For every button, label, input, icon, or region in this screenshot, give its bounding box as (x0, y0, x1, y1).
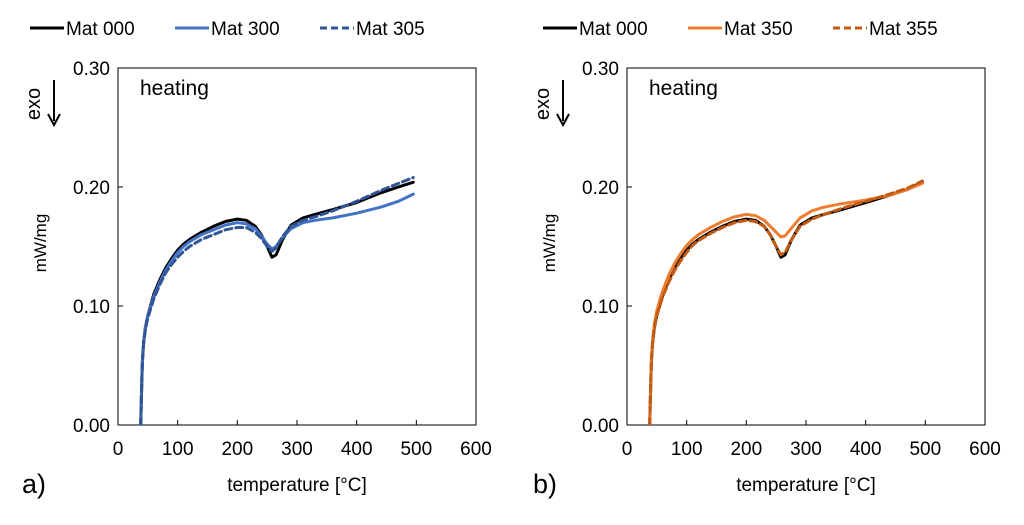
legend-label: Mat 305 (356, 19, 425, 40)
exo-label: exo (532, 88, 554, 120)
exo-arrow-head (556, 113, 570, 128)
x-tick-label: 500 (400, 439, 432, 460)
legend-label: Mat 000 (579, 19, 648, 40)
legend: Mat 000 Mat 350 Mat 355 (543, 19, 938, 40)
x-tick-label: 100 (671, 439, 703, 460)
exo-arrow-head (47, 113, 61, 128)
y-tick-label: 0.20 (582, 178, 619, 199)
x-axis-title: temperature [°C] (227, 475, 367, 496)
x-tick-label: 400 (341, 439, 373, 460)
y-tick-label: 0.00 (582, 416, 619, 437)
chart-panel-b: Mat 000 Mat 350 Mat 355 0.00 0.10 0.20 0.30 0 10… (532, 19, 1001, 499)
x-tick-label: 0 (622, 439, 633, 460)
series-line-mat-350 (648, 181, 924, 425)
y-axis-title: mW/mg (540, 214, 559, 273)
x-tick-label: 600 (969, 439, 1001, 460)
heating-annotation: heating (140, 77, 209, 100)
x-tick-label: 300 (281, 439, 313, 460)
exo-label: exo (23, 88, 45, 120)
x-tick-label: 200 (221, 439, 253, 460)
x-tick-label: 100 (162, 439, 194, 460)
y-tick-label: 0.30 (73, 59, 110, 80)
x-tick-label: 200 (730, 439, 762, 460)
chart-panel-a: Mat 000 Mat 300 Mat 305 0.00 0.10 0.20 0.30 0 10… (22, 19, 492, 499)
legend-label: Mat 000 (66, 19, 135, 40)
panel-label: b) (533, 469, 557, 499)
series-line-mat-000 (648, 180, 924, 425)
panel-label: a) (22, 469, 46, 499)
y-tick-label: 0.10 (582, 297, 619, 318)
x-tick-label: 400 (850, 439, 882, 460)
legend: Mat 000 Mat 300 Mat 305 (30, 19, 425, 40)
series-line-mat-300 (139, 192, 415, 425)
heating-annotation: heating (649, 77, 718, 100)
y-tick-label: 0.30 (582, 59, 619, 80)
x-tick-label: 600 (460, 439, 492, 460)
series-line-mat-355 (648, 179, 924, 425)
x-axis-title: temperature [°C] (736, 475, 876, 496)
plot-area (117, 67, 477, 426)
series-line-mat-000 (139, 180, 415, 425)
y-tick-label: 0.00 (73, 416, 110, 437)
x-tick-label: 0 (113, 439, 124, 460)
y-tick-label: 0.20 (73, 178, 110, 199)
series-line-mat-305 (139, 176, 415, 425)
legend-label: Mat 355 (869, 19, 938, 40)
y-tick-label: 0.10 (73, 297, 110, 318)
y-axis-title: mW/mg (31, 214, 50, 273)
x-tick-label: 300 (790, 439, 822, 460)
plot-area (626, 67, 986, 426)
legend-label: Mat 350 (724, 19, 793, 40)
legend-label: Mat 300 (211, 19, 280, 40)
x-tick-label: 500 (909, 439, 941, 460)
